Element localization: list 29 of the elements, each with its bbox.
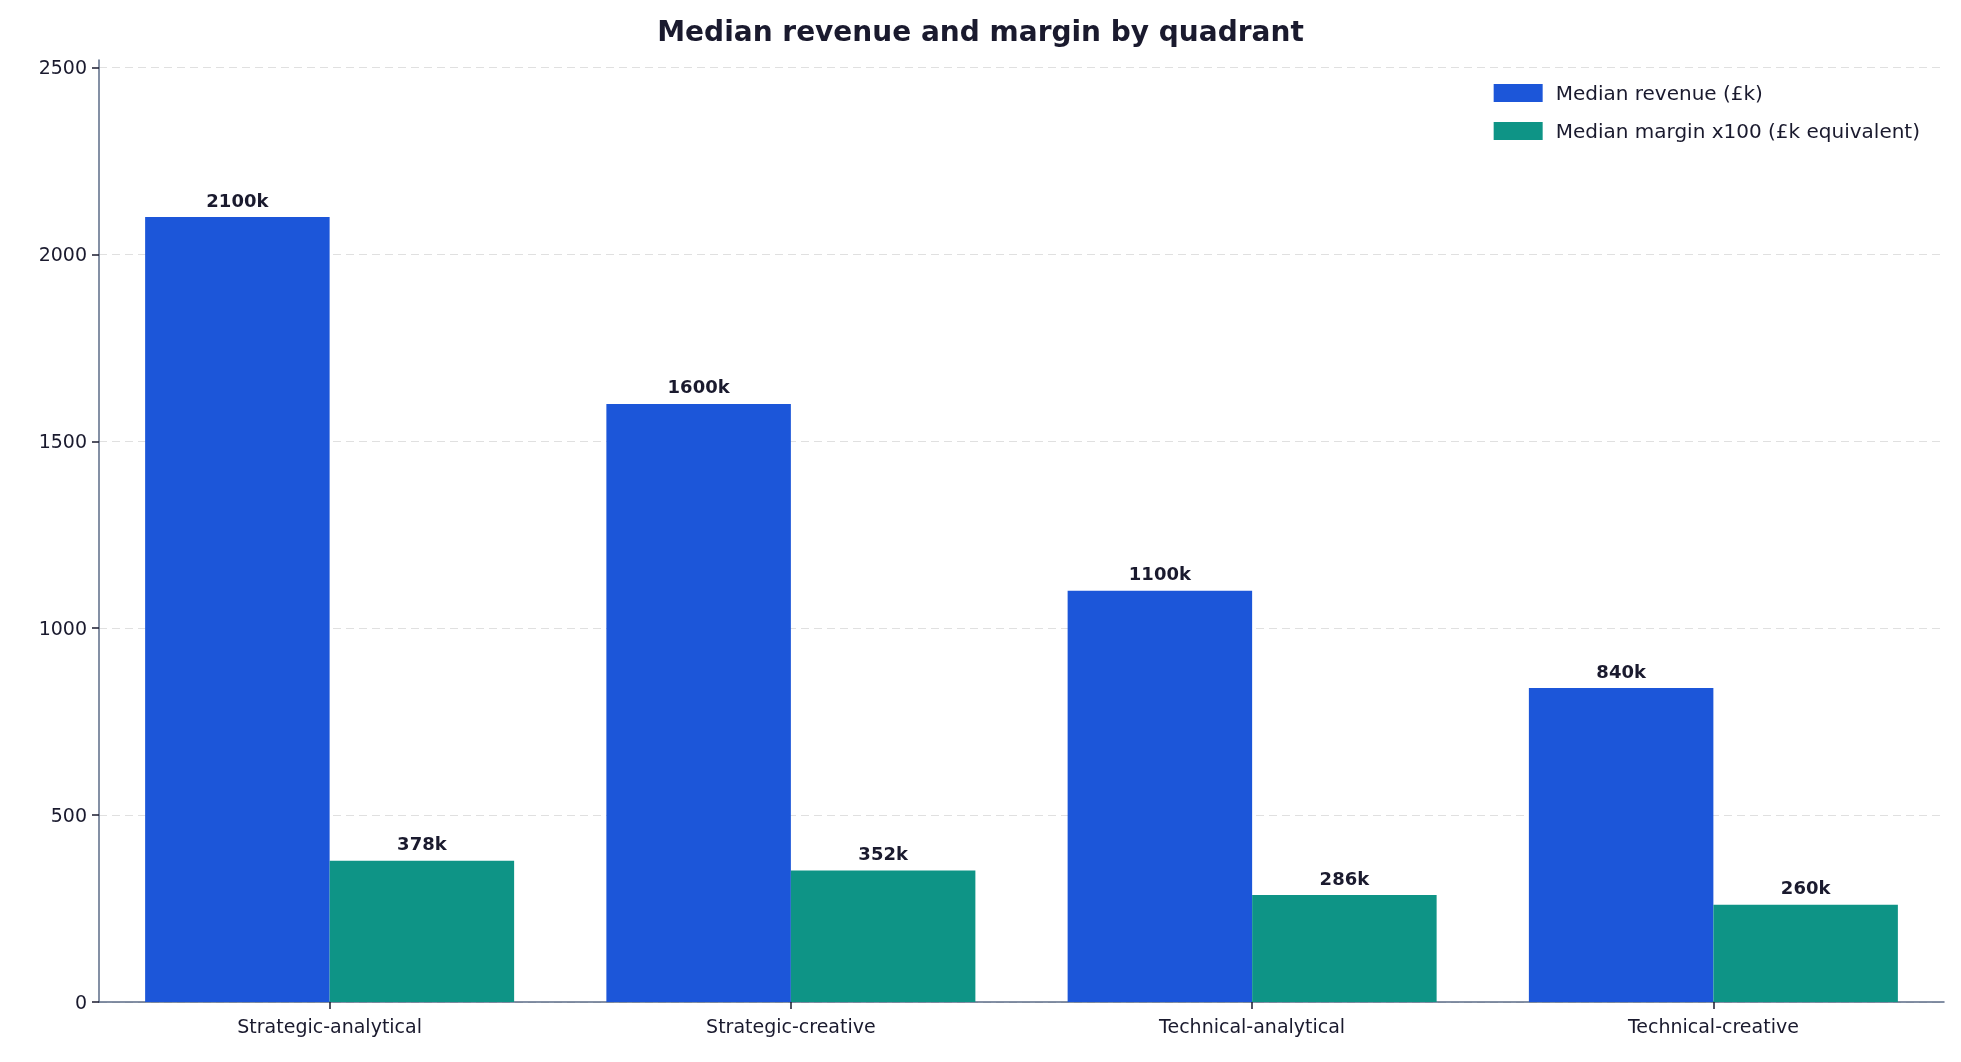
- legend-label: Median revenue (£k): [1555, 81, 1763, 105]
- bar: [1528, 688, 1714, 1002]
- y-tick-label: 2000: [38, 243, 87, 266]
- y-tick-label: 1500: [38, 430, 87, 453]
- x-tick-label: Technical-analytical: [1158, 1014, 1346, 1037]
- legend-label: Median margin x100 (£k equivalent): [1555, 119, 1921, 143]
- bar: [329, 860, 515, 1002]
- y-tick-label: 500: [50, 804, 87, 827]
- y-tick-label: 1000: [38, 617, 87, 640]
- bar: [1252, 895, 1437, 1002]
- data-label: 286k: [1319, 867, 1371, 889]
- data-label: 1100k: [1128, 563, 1192, 585]
- x-tick-label: Strategic-creative: [706, 1014, 876, 1037]
- bar: [1067, 590, 1253, 1002]
- y-tick-label: 2500: [38, 56, 87, 79]
- bar: [1713, 904, 1898, 1002]
- x-tick-label: Technical-creative: [1626, 1014, 1799, 1037]
- data-label: 352k: [858, 842, 909, 864]
- data-label: 378k: [397, 833, 448, 855]
- x-tick-label: Strategic-analytical: [237, 1014, 422, 1037]
- y-tick-label: 0: [74, 991, 87, 1013]
- data-label: 2100k: [206, 189, 270, 211]
- bar: [606, 403, 791, 1002]
- data-label: 840k: [1596, 660, 1647, 682]
- data-label: 1600k: [667, 376, 731, 398]
- chart-title: Median revenue and margin by quadrant: [657, 14, 1304, 48]
- bar: [145, 217, 330, 1002]
- bar: [790, 870, 976, 1002]
- data-label: 260k: [1780, 877, 1832, 899]
